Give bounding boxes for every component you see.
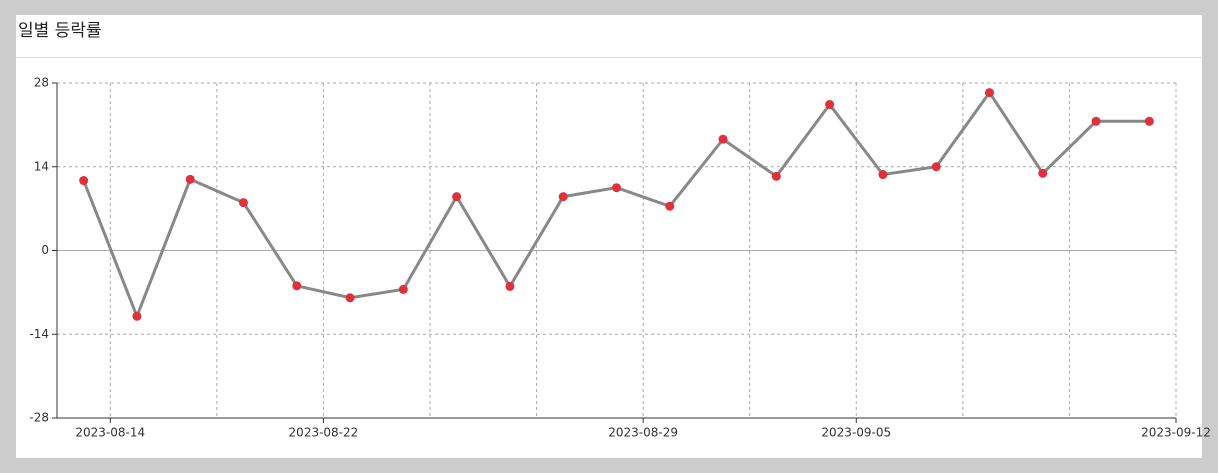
y-tick-label: 0: [41, 243, 49, 257]
data-point: [185, 174, 195, 184]
data-point: [239, 198, 248, 208]
data-point: [985, 88, 994, 98]
chart-title: 일별 등락률: [18, 21, 102, 41]
y-tick-label: -14: [29, 327, 49, 341]
data-point: [718, 134, 728, 144]
y-tick-label: 28: [34, 76, 49, 90]
data-point: [398, 284, 408, 294]
data-point: [825, 100, 835, 110]
data-point: [771, 171, 781, 181]
y-tick-label: 14: [34, 159, 49, 173]
data-point: [665, 201, 675, 211]
data-point: [1091, 116, 1101, 126]
x-tick-label: 2023-09-12: [1141, 426, 1211, 440]
data-point: [79, 176, 89, 186]
data-point: [878, 170, 888, 180]
panel: [16, 15, 1202, 458]
data-point: [452, 192, 462, 202]
data-point: [505, 281, 515, 291]
y-tick-label: -28: [29, 411, 49, 425]
data-point: [612, 183, 621, 193]
data-point: [558, 192, 568, 202]
x-tick-label: 2023-08-29: [608, 426, 678, 440]
data-point: [931, 162, 941, 172]
data-point: [1038, 168, 1048, 178]
data-point: [345, 293, 355, 303]
data-point: [132, 311, 142, 321]
data-point: [292, 281, 302, 291]
x-tick-label: 2023-09-05: [821, 426, 891, 440]
data-point: [1144, 116, 1154, 126]
x-tick-label: 2023-08-22: [289, 426, 359, 440]
x-tick-label: 2023-08-14: [75, 426, 145, 440]
